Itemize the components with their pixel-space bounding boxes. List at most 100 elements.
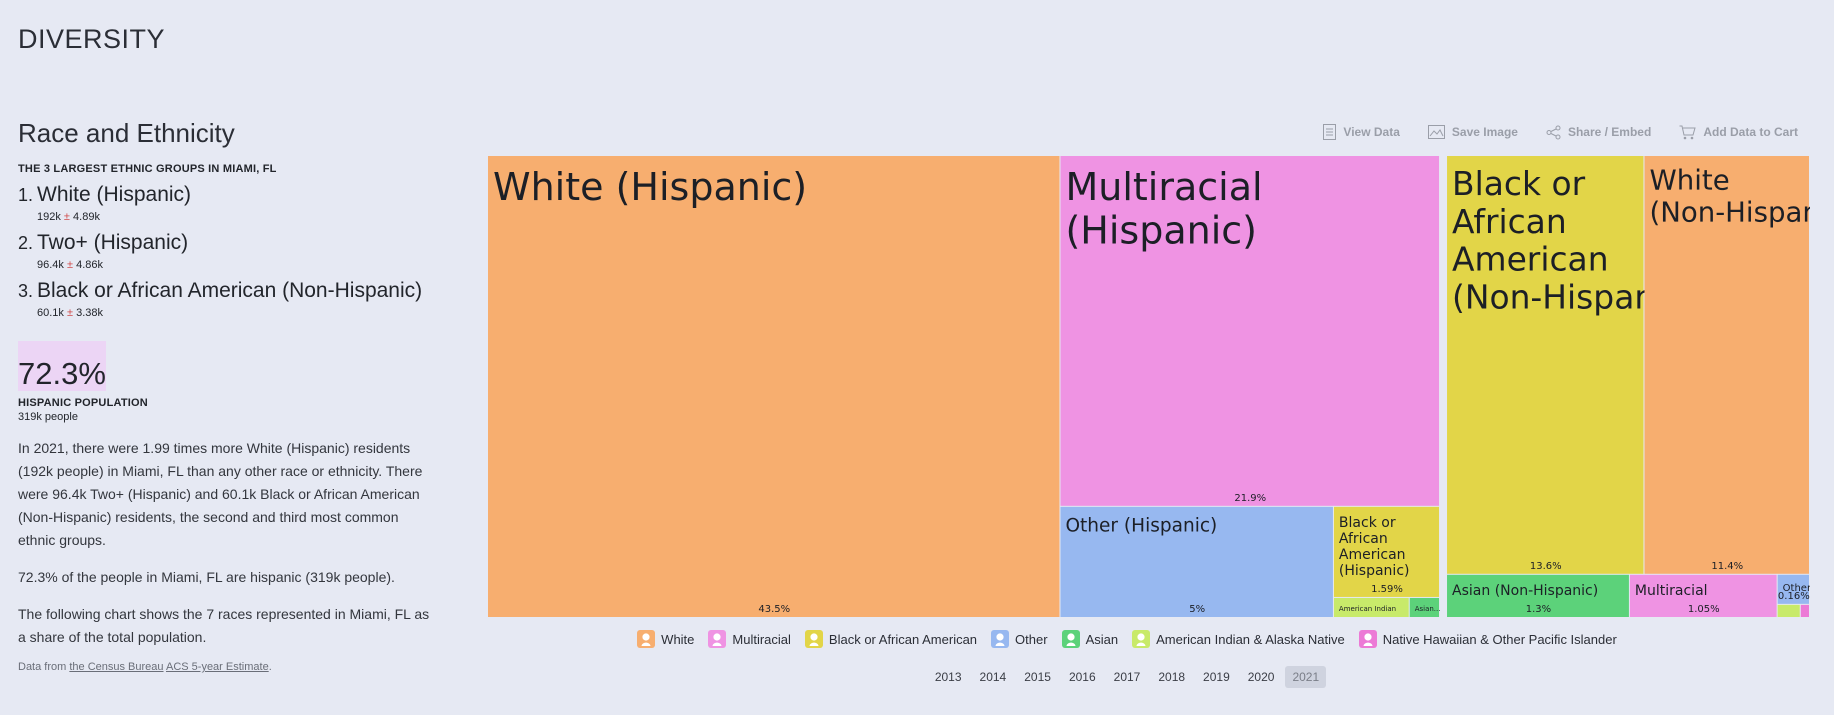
share-icon xyxy=(1546,125,1561,139)
year-button-2018[interactable]: 2018 xyxy=(1158,670,1186,684)
treemap-tile[interactable] xyxy=(1800,604,1809,617)
legend-item[interactable]: White xyxy=(637,630,694,648)
legend-item[interactable]: Asian xyxy=(1061,630,1119,648)
plus-minus-symbol: ± xyxy=(63,211,70,223)
year-button-2019[interactable]: 2019 xyxy=(1203,670,1230,684)
hispanic-paragraph: 72.3% of the people in Miami, FL are his… xyxy=(18,569,395,585)
year-button-2015[interactable]: 2015 xyxy=(1024,670,1051,684)
treemap-tile[interactable] xyxy=(1333,597,1409,617)
section-title: DIVERSITY xyxy=(18,24,166,54)
view-data-button[interactable]: View Data xyxy=(1323,124,1400,140)
source-suffix: . xyxy=(268,661,272,673)
rank-moe: 4.89k xyxy=(73,211,100,223)
treemap-tile[interactable] xyxy=(488,156,1060,617)
hispanic-stat-box: 72.3% xyxy=(18,341,106,391)
chart-legend: White Multiracial Black or African America… xyxy=(0,630,1834,648)
tile-label: Other (Hispanic) xyxy=(1065,515,1217,536)
tile-label: White(Non-Hispanic) xyxy=(1649,164,1810,229)
race-ethnicity-treemap: White (Hispanic) 43.5% Multiracial (Hispani… xyxy=(488,156,1810,617)
legend-item[interactable]: Other xyxy=(991,630,1048,648)
source-prefix: Data from xyxy=(18,661,70,673)
list-item: 1. White (Hispanic) 192k ± 4.89k xyxy=(18,183,438,223)
acs-estimate-link[interactable]: ACS 5-year Estimate xyxy=(165,661,269,673)
tile-percent: 1.3% xyxy=(1526,604,1551,615)
legend-item[interactable]: Multiracial xyxy=(708,630,791,648)
groups-heading: THE 3 LARGEST ETHNIC GROUPS IN MIAMI, FL xyxy=(18,163,277,175)
hispanic-people: 319k people xyxy=(18,411,78,423)
person-icon xyxy=(804,630,823,648)
tile-percent: 1.05% xyxy=(1688,604,1720,615)
rank-value: 192k xyxy=(37,211,61,223)
treemap-tile[interactable] xyxy=(1777,574,1809,604)
tile-percent: 0.16% xyxy=(1778,591,1810,602)
year-button-2014[interactable]: 2014 xyxy=(979,670,1007,684)
treemap-tile[interactable] xyxy=(1644,156,1809,574)
treemap-tile[interactable] xyxy=(1333,506,1440,597)
person-icon xyxy=(991,630,1010,648)
rank-moe: 3.38k xyxy=(76,307,104,319)
year-button-2013[interactable]: 2013 xyxy=(934,670,962,684)
tile-percent: 43.5% xyxy=(758,604,790,615)
legend-item[interactable]: American Indian & Alaska Native xyxy=(1132,630,1345,648)
rank-value: 96.4k xyxy=(37,259,64,271)
add-to-cart-label: Add Data to Cart xyxy=(1703,125,1798,139)
tile-percent: 5% xyxy=(1189,604,1205,615)
rank-stat: 192k ± 4.89k xyxy=(37,211,438,223)
chart-intro-paragraph: The following chart shows the 7 races re… xyxy=(18,606,430,645)
plus-minus-symbol: ± xyxy=(66,307,74,319)
summary-paragraph: In 2021, there were 1.99 times more Whit… xyxy=(18,440,423,548)
save-image-button[interactable]: Save Image xyxy=(1427,124,1518,140)
person-icon xyxy=(637,630,656,648)
treemap-tile[interactable] xyxy=(1447,574,1629,617)
legend-item[interactable]: Black or African American xyxy=(804,630,978,648)
rank-number: 2. xyxy=(18,233,34,253)
tile-label: Multiracial (Hispanic) xyxy=(1065,165,1262,253)
save-image-label: Save Image xyxy=(1451,125,1518,139)
legend-label: White xyxy=(661,631,695,647)
chart-toolbar: View Data Save Image Share / Embed Add D… xyxy=(1323,124,1798,140)
document-icon xyxy=(1323,124,1337,140)
tile-percent: 13.6% xyxy=(1530,561,1562,572)
legend-item[interactable]: Native Hawaiian & Other Pacific Islander xyxy=(1358,630,1617,648)
legend-label: Asian xyxy=(1085,631,1119,647)
treemap-tile[interactable] xyxy=(1777,604,1800,617)
rank-value: 60.1k xyxy=(37,307,64,319)
year-button-2016[interactable]: 2016 xyxy=(1068,670,1096,684)
treemap-tile[interactable] xyxy=(1060,156,1440,506)
treemap-tile[interactable] xyxy=(1447,156,1644,574)
tile-percent: 21.9% xyxy=(1234,493,1266,504)
rank-name: Two+ (Hispanic) xyxy=(37,231,189,254)
tile-percent: 11.4% xyxy=(1711,561,1743,572)
rank-stat: 60.1k ± 3.38k xyxy=(37,307,438,319)
person-icon xyxy=(708,630,727,648)
tile-label: Other... xyxy=(1783,583,1810,594)
legend-label: Native Hawaiian & Other Pacific Islander xyxy=(1382,631,1617,647)
list-item: 3. Black or African American (Non-Hispan… xyxy=(18,279,438,319)
tile-label: Asian (Non-Hispanic) xyxy=(1452,583,1598,599)
list-item: 2. Two+ (Hispanic) 96.4k ± 4.86k xyxy=(18,231,438,271)
add-to-cart-button[interactable]: Add Data to Cart xyxy=(1679,124,1798,140)
tile-label: Black or African American (Hispanic) xyxy=(1339,515,1410,579)
treemap-tile[interactable] xyxy=(1060,506,1333,617)
year-selector: 2013 2014 2015 2016 2017 2018 2019 2020 2021 xyxy=(0,666,1834,688)
rank-name: Black or African American (Non-Hispanic) xyxy=(37,279,423,302)
legend-label: American Indian & Alaska Native xyxy=(1156,631,1345,647)
hispanic-percent: 72.3% xyxy=(18,356,106,391)
year-button-2021[interactable]: 2021 xyxy=(1285,666,1327,688)
tile-label: Multiracial xyxy=(1635,583,1708,599)
share-embed-button[interactable]: Share / Embed xyxy=(1546,124,1651,140)
year-button-2017[interactable]: 2017 xyxy=(1113,670,1141,684)
census-bureau-link[interactable]: the Census Bureau xyxy=(69,661,164,673)
treemap-tile[interactable] xyxy=(1629,574,1777,617)
rank-number: 3. xyxy=(18,281,34,301)
rank-moe: 4.86k xyxy=(76,259,104,271)
legend-label: Other xyxy=(1015,631,1048,647)
legend-label: Black or African American xyxy=(828,631,978,647)
tile-label: White (Hispanic) xyxy=(493,165,807,209)
view-data-label: View Data xyxy=(1343,125,1400,139)
largest-groups-list: 1. White (Hispanic) 192k ± 4.89k 2. Two+… xyxy=(18,183,438,319)
treemap-tile[interactable] xyxy=(1409,597,1440,617)
page-subtitle: Race and Ethnicity xyxy=(18,118,235,148)
tile-label: Asian... xyxy=(1415,605,1441,613)
year-button-2020[interactable]: 2020 xyxy=(1247,670,1275,684)
